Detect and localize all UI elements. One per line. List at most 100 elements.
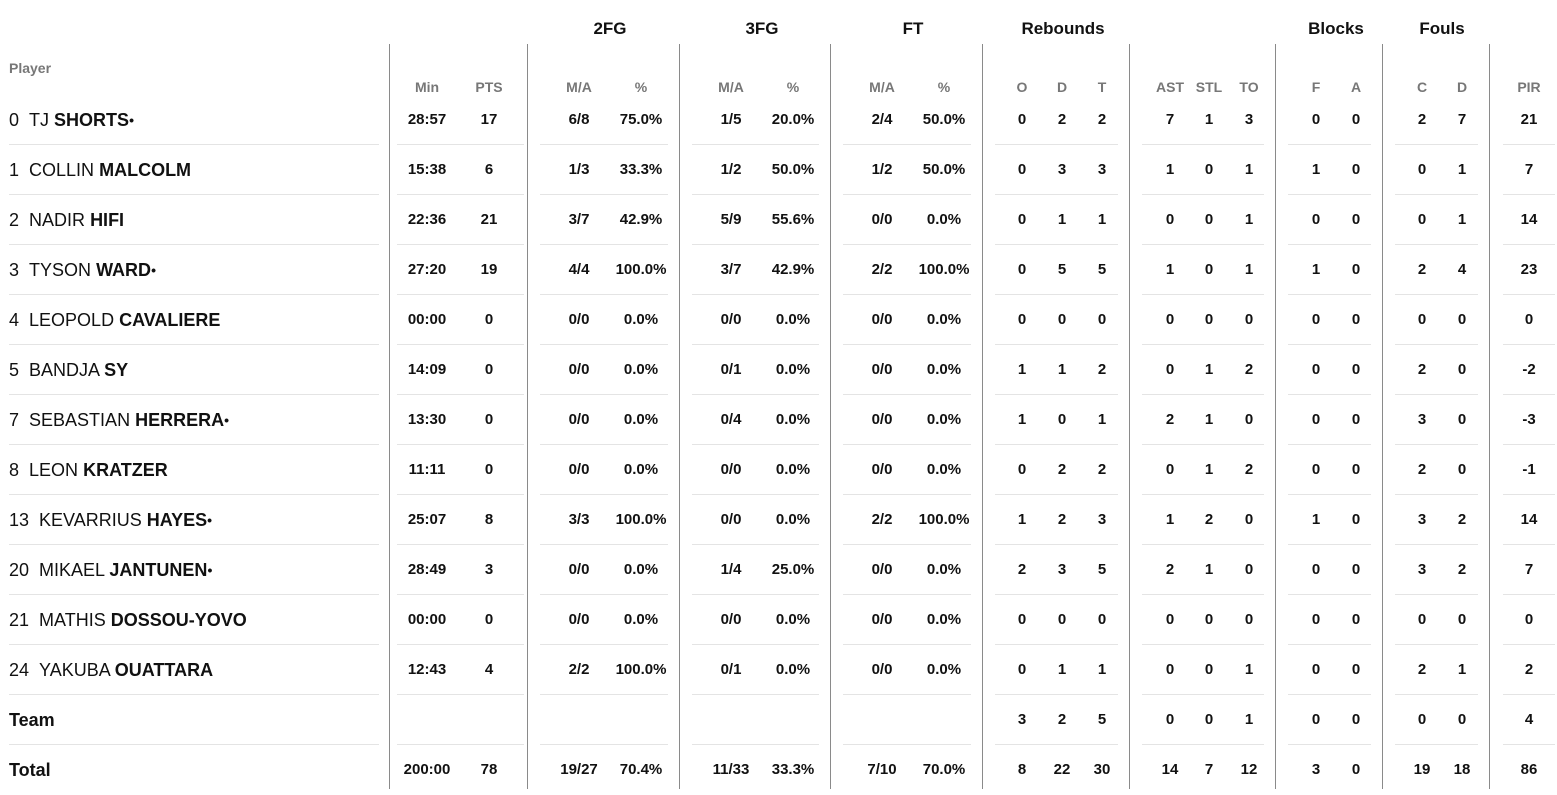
row-separator — [843, 244, 971, 245]
stat-fg3-ma: 0/0 — [720, 461, 742, 478]
stat-ft-pct: 50.0% — [922, 161, 966, 178]
table-row[interactable]: 13 KEVARRIUS HAYES• 25:07 8 3/3 100.0% 0/0 0.0… — [0, 495, 1557, 545]
row-separator — [995, 494, 1118, 495]
table-row[interactable]: 21 MATHIS DOSSOU-YOVO 00:00 0 0/0 0.0% 0/0 0.0… — [0, 595, 1557, 645]
stat-fg3-ma: 0/0 — [720, 511, 742, 528]
row-separator — [1395, 444, 1478, 445]
stat-reb-d: 1 — [1057, 361, 1067, 378]
player-name[interactable]: 24 YAKUBA OUATTARA — [9, 645, 213, 695]
stat-min: 14:09 — [407, 361, 447, 378]
row-separator — [995, 544, 1118, 545]
column-header-foul-c[interactable]: C — [1416, 79, 1428, 95]
table-row[interactable]: 8 LEON KRATZER 11:11 0 0/0 0.0% 0/0 0.0% 0/0 0.0… — [0, 445, 1557, 495]
stat-fg2-ma: 0/0 — [568, 311, 590, 328]
stat-pts: 0 — [484, 461, 494, 478]
column-header-stl[interactable]: STL — [1195, 79, 1223, 95]
column-divider — [679, 44, 680, 789]
table-row[interactable]: 5 BANDJA SY 14:09 0 0/0 0.0% 0/1 0.0% 0/0 0.0% 1 1… — [0, 345, 1557, 395]
stat-fg3-ma: 0/0 — [720, 311, 742, 328]
column-header-pir[interactable]: PIR — [1517, 79, 1541, 95]
column-header-ft-ma[interactable]: M/A — [869, 79, 895, 95]
stat-fg2-pct: 0.0% — [623, 361, 659, 378]
player-number: 1 — [9, 160, 20, 180]
row-separator — [1288, 144, 1371, 145]
column-header-2fg-pct[interactable]: % — [634, 79, 648, 95]
group-header-3fg: 3FG — [745, 19, 779, 38]
column-header-min[interactable]: Min — [414, 79, 440, 95]
stat-blk-f: 0 — [1311, 111, 1321, 128]
player-name[interactable]: 7 SEBASTIAN HERRERA• — [9, 395, 229, 445]
column-divider — [1275, 44, 1276, 789]
column-header-2fg-ma[interactable]: M/A — [566, 79, 592, 95]
row-separator — [1395, 294, 1478, 295]
player-name[interactable]: 5 BANDJA SY — [9, 345, 128, 395]
column-header-3fg-ma[interactable]: M/A — [718, 79, 744, 95]
stat-pts: 6 — [484, 161, 494, 178]
total-label: Total — [9, 760, 51, 780]
player-name[interactable]: 3 TYSON WARD• — [9, 245, 156, 295]
player-name[interactable]: 1 COLLIN MALCOLM — [9, 145, 191, 195]
stat-ft-pct: 0.0% — [926, 661, 962, 678]
table-row[interactable]: 2 NADIR HIFI 22:36 21 3/7 42.9% 5/9 55.6% 0/0 0.… — [0, 195, 1557, 245]
row-separator — [1288, 744, 1371, 745]
row-separator — [1395, 744, 1478, 745]
stat-stl: 1 — [1204, 461, 1214, 478]
row-separator — [1395, 194, 1478, 195]
player-name[interactable]: 2 NADIR HIFI — [9, 195, 124, 245]
stat-fg3-pct: 20.0% — [771, 111, 815, 128]
table-row[interactable]: 7 SEBASTIAN HERRERA• 13:30 0 0/0 0.0% 0/4 0.0%… — [0, 395, 1557, 445]
stat-blk-f: 0 — [1311, 361, 1321, 378]
row-separator — [843, 344, 971, 345]
table-row[interactable]: 3 TYSON WARD• 27:20 19 4/4 100.0% 3/7 42.9% 2/2… — [0, 245, 1557, 295]
stat-to: 0 — [1244, 511, 1254, 528]
table-row[interactable]: 20 MIKAEL JANTUNEN• 28:49 3 0/0 0.0% 1/4 25.0%… — [0, 545, 1557, 595]
row-separator — [1142, 344, 1264, 345]
player-number: 3 — [9, 260, 20, 280]
stat-pir: -2 — [1522, 361, 1536, 378]
stat-fg2-pct: 0.0% — [623, 411, 659, 428]
player-name[interactable]: 8 LEON KRATZER — [9, 445, 168, 495]
stat-fg2-pct: 0.0% — [623, 311, 659, 328]
column-header-blk-a[interactable]: A — [1350, 79, 1362, 95]
stat-stl: 0 — [1204, 211, 1214, 228]
column-header-reb-o[interactable]: O — [1016, 79, 1028, 95]
player-name[interactable]: 21 MATHIS DOSSOU-YOVO — [9, 595, 247, 645]
table-row[interactable]: 4 LEOPOLD CAVALIERE 00:00 0 0/0 0.0% 0/0 0.0% 0… — [0, 295, 1557, 345]
player-name[interactable]: 0 TJ SHORTS• — [9, 95, 134, 145]
stat-foul-d: 2 — [1457, 511, 1467, 528]
stat-ast: 7 — [1165, 111, 1175, 128]
row-separator — [1142, 494, 1264, 495]
stat-ast: 14 — [1161, 761, 1179, 778]
player-name[interactable]: 13 KEVARRIUS HAYES• — [9, 495, 212, 545]
stat-ast: 0 — [1165, 211, 1175, 228]
group-header-blocks: Blocks — [1308, 19, 1364, 38]
table-row[interactable]: 24 YAKUBA OUATTARA 12:43 4 2/2 100.0% 0/1 0.0%… — [0, 645, 1557, 695]
column-header-blk-f[interactable]: F — [1311, 79, 1321, 95]
column-header-to[interactable]: TO — [1239, 79, 1259, 95]
row-separator — [1142, 594, 1264, 595]
player-name[interactable]: 20 MIKAEL JANTUNEN• — [9, 545, 212, 595]
stat-ft-ma: 2/4 — [871, 111, 893, 128]
row-separator — [843, 194, 971, 195]
column-header-ast[interactable]: AST — [1156, 79, 1184, 95]
stat-to: 0 — [1244, 611, 1254, 628]
column-header-pts[interactable]: PTS — [475, 79, 503, 95]
stat-fg3-pct: 0.0% — [775, 361, 811, 378]
table-row[interactable]: 0 TJ SHORTS• 28:57 17 6/8 75.0% 1/5 20.0% 2/4 50… — [0, 95, 1557, 145]
column-header-reb-d[interactable]: D — [1056, 79, 1068, 95]
stat-foul-d: 1 — [1457, 211, 1467, 228]
row-separator — [692, 494, 819, 495]
column-header-reb-t[interactable]: T — [1097, 79, 1107, 95]
row-separator — [9, 144, 379, 145]
column-header-foul-d[interactable]: D — [1456, 79, 1468, 95]
stat-fg2-ma: 3/3 — [568, 511, 590, 528]
column-header-ft-pct[interactable]: % — [937, 79, 951, 95]
player-name[interactable]: 4 LEOPOLD CAVALIERE — [9, 295, 220, 345]
player-last-name: JANTUNEN — [109, 560, 208, 580]
row-separator — [397, 544, 524, 545]
table-row[interactable]: 1 COLLIN MALCOLM 15:38 6 1/3 33.3% 1/2 50.0% 1/… — [0, 145, 1557, 195]
column-header-3fg-pct[interactable]: % — [786, 79, 800, 95]
row-separator — [692, 144, 819, 145]
row-separator — [540, 744, 668, 745]
row-separator — [397, 144, 524, 145]
